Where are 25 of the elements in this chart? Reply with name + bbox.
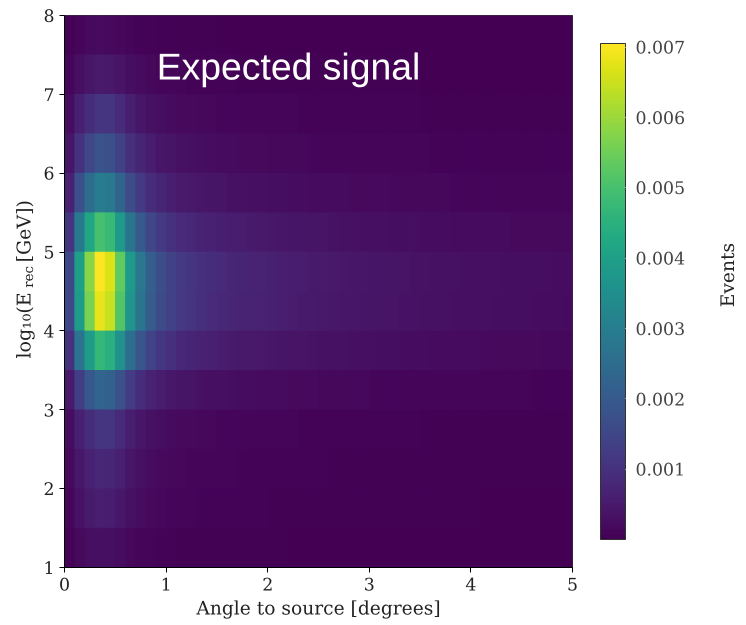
color-bar-label: 0.003 (636, 320, 686, 340)
x-tick-label: 5 (566, 576, 578, 596)
y-tick-label: 6 (43, 164, 55, 185)
y-tick-label: 3 (43, 401, 55, 422)
text: Expected signal (156, 46, 420, 88)
y-tick-label: 2 (43, 480, 55, 500)
x-tick-label: 3 (364, 576, 375, 596)
x-tick-label: 0 (58, 576, 70, 596)
y-tick-label: 8 (43, 7, 55, 27)
y-tick-label: 5 (43, 244, 55, 264)
x-tick-label: 2 (262, 576, 274, 596)
color-bar-label: 0.002 (636, 390, 686, 410)
y-tick-label: 7 (43, 86, 55, 106)
x-tick-label: 1 (160, 576, 172, 596)
color-bar-label: 0.006 (636, 108, 686, 129)
y-axis-title: log₁₀(Erec [GeV]) (14, 200, 37, 359)
x-tick-label: 4 (465, 576, 476, 596)
y-tick-label: 1 (43, 559, 55, 579)
color-bar-title: Events (718, 242, 739, 308)
color-bar-label: 0.001 (636, 460, 686, 481)
y-tick-label: 4 (43, 322, 55, 342)
color-bar-label: 0.005 (636, 179, 686, 200)
color-bar-label: 0.004 (636, 250, 686, 270)
x-axis-title: Angle to source [degrees] (195, 598, 441, 620)
color-bar-label: 0.007 (636, 38, 686, 59)
